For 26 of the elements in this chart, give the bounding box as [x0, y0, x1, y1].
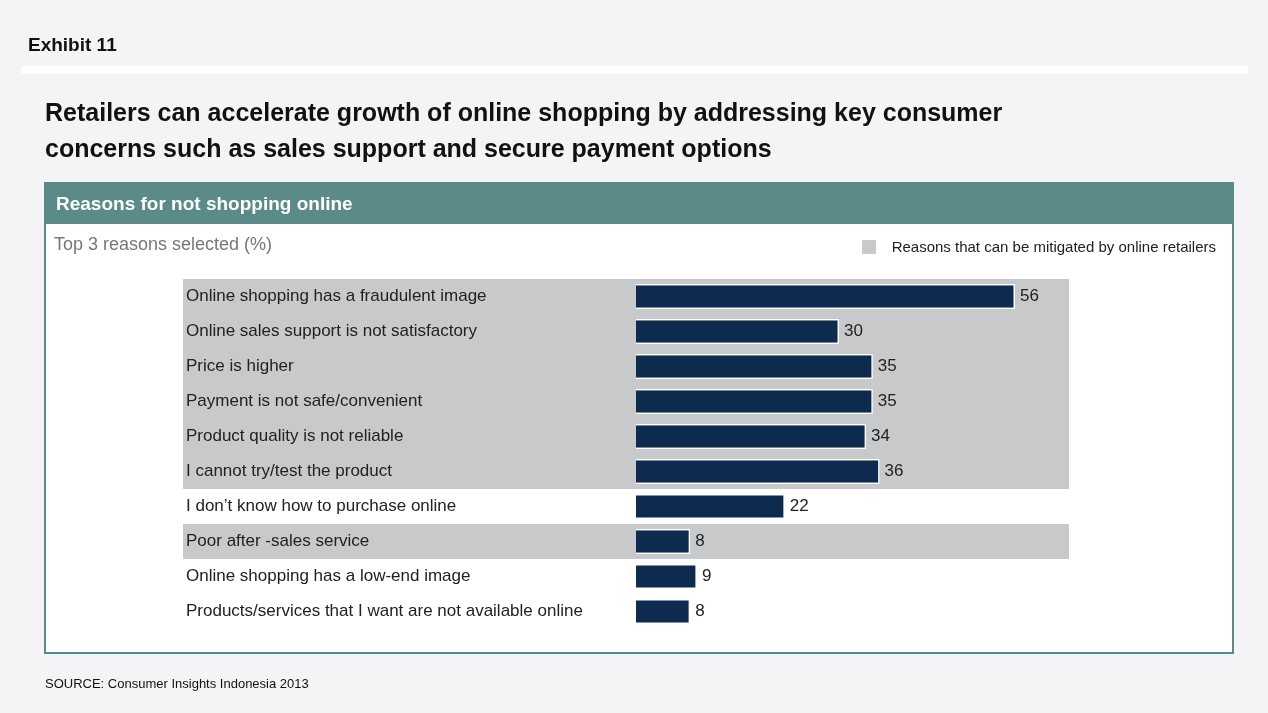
y-tick-label: Online shopping has a fraudulent image: [186, 286, 487, 306]
y-tick-label: Online shopping has a low-end image: [186, 566, 471, 586]
y-tick-label: I cannot try/test the product: [186, 461, 393, 481]
data-label: 22: [789, 496, 809, 516]
y-tick-label: Products/services that I want are not available online: [186, 601, 583, 621]
chart-title: Retailers can accelerate growth of online shopping by addressing key consumer concerns such as sales support and secure payment options: [45, 97, 1004, 164]
data-label: 8: [695, 601, 705, 621]
legend-label: Reasons that can be mitigated by online retailers: [891, 238, 1216, 255]
y-tick-label: Online sales support is not satisfactory: [186, 321, 478, 341]
y-tick-label: Payment is not safe/convenient: [186, 391, 423, 411]
text: Reasons for not shopping online: [46, 184, 1232, 224]
x-axis-title: Top 3 reasons selected (%): [54, 234, 273, 255]
data-label: 34: [871, 426, 890, 446]
data-label: 8: [695, 531, 705, 551]
data-label: 56: [1019, 286, 1039, 306]
data-label: 9: [701, 566, 712, 586]
y-tick-label: Poor after -sales service: [186, 531, 370, 551]
y-tick-label: I don’t know how to purchase online: [186, 496, 457, 516]
data-label: 35: [877, 356, 897, 376]
source-note: SOURCE: Consumer Insights Indonesia 2013: [45, 676, 309, 691]
text: Exhibit 11: [28, 34, 117, 56]
data-label: 30: [844, 321, 863, 341]
y-tick-label: Price is higher: [186, 356, 295, 376]
y-tick-label: Product quality is not reliable: [186, 426, 404, 446]
data-label: 36: [884, 461, 904, 481]
data-label: 35: [877, 391, 897, 411]
